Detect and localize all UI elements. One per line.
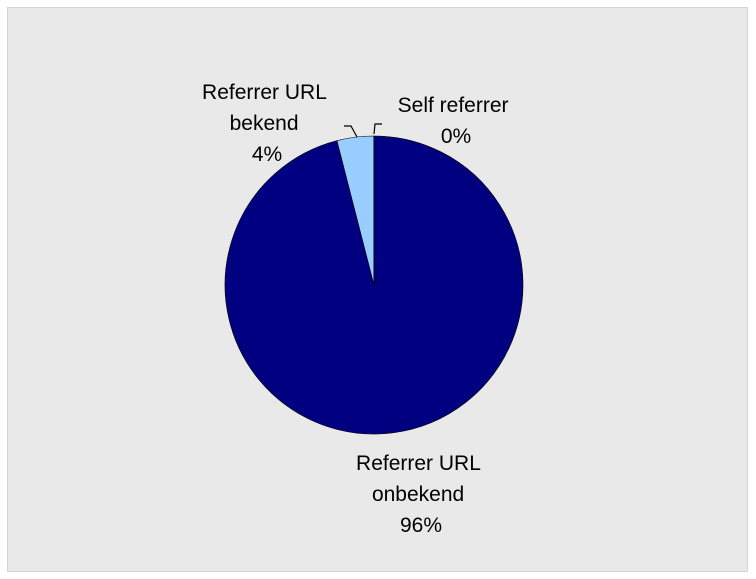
- slice-value-onbekend: 96%: [400, 514, 442, 537]
- slice-value-self-referrer: 0%: [441, 125, 471, 148]
- slice-label-self-referrer: Self referrer 0%: [398, 94, 515, 148]
- slice-value-bekend: 4%: [252, 143, 282, 166]
- slice-label-bekend-line1: Referrer URL: [202, 81, 326, 104]
- slice-label-self-referrer-line1: Self referrer: [398, 94, 509, 117]
- slice-label-bekend: Referrer URL bekend 4%: [202, 81, 332, 166]
- leader-line-bekend: [344, 125, 358, 138]
- pie-slices: [224, 135, 524, 435]
- leader-lines: [344, 123, 382, 138]
- slice-label-onbekend-line1: Referrer URL: [356, 452, 480, 475]
- slice-label-onbekend: Referrer URL onbekend 96%: [356, 452, 486, 537]
- leader-line-self-referrer: [373, 123, 382, 135]
- slice-labels: Referrer URL onbekend 96% Referrer URL b…: [202, 81, 515, 537]
- slice-label-bekend-line2: bekend: [230, 112, 299, 135]
- slice-label-onbekend-line2: onbekend: [372, 483, 464, 506]
